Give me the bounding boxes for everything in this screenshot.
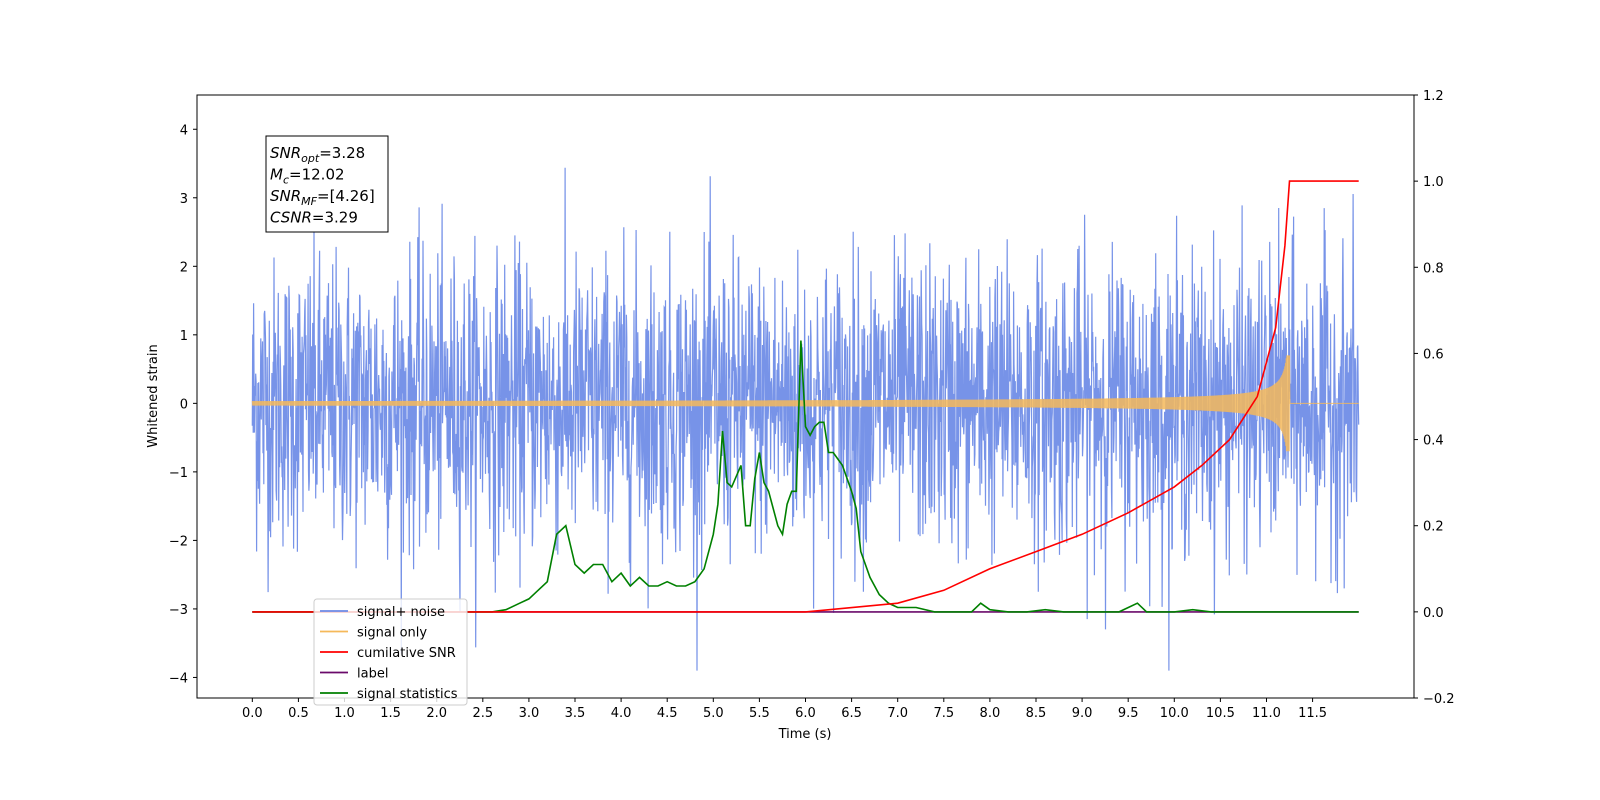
y2-axis: 1.2 1.0 0.8 0.6 0.4 0.2 0.0 −0.2	[1414, 89, 1455, 707]
y-tick-label: 3	[180, 192, 188, 207]
x-tick-label: 0.5	[288, 706, 309, 721]
x-tick-label: 5.0	[703, 706, 724, 721]
annotation-line: CSNR=3.29	[270, 209, 358, 227]
x-tick-label: 9.5	[1118, 706, 1139, 721]
y-tick-label: −3	[169, 603, 188, 618]
legend-entry: cumilative SNR	[357, 646, 456, 661]
x-tick-label: 6.5	[841, 706, 862, 721]
y2-tick-label: 0.0	[1423, 606, 1444, 621]
x-tick-label: 6.0	[795, 706, 816, 721]
y-tick-label: −4	[169, 671, 188, 686]
x-axis-label: Time (s)	[778, 727, 832, 742]
legend-entry: label	[357, 667, 388, 682]
annotation-value: =3.29	[312, 209, 358, 227]
y-tick-label: 4	[180, 123, 188, 138]
annotation-symbol: SNR	[270, 144, 301, 162]
legend-frame	[313, 598, 468, 706]
x-tick-label: 4.5	[657, 706, 678, 721]
annotation-symbol: CSNR	[270, 209, 312, 227]
x-tick-label: 2.5	[472, 706, 493, 721]
x-tick-label: 4.0	[611, 706, 632, 721]
x-tick-label: 10.5	[1206, 706, 1235, 721]
y-tick-label: −2	[169, 534, 188, 549]
x-tick-label: 8.0	[980, 706, 1001, 721]
annotation-subscript: opt	[301, 152, 320, 165]
x-axis: 0.0 0.5 1.0 1.5 2.0 2.5 3.0 3.5 4.0 4.5 5.0 5.5 6.0 6…	[242, 698, 1327, 721]
y2-tick-label: 1.2	[1423, 89, 1444, 104]
y-tick-label: 2	[180, 260, 188, 275]
y-axis-label: Whitened strain	[146, 344, 161, 447]
x-tick-label: 1.0	[334, 706, 355, 721]
annotation-value: =[4.26]	[317, 187, 375, 205]
annotation-line: SNRopt=3.28	[270, 144, 365, 165]
annotation-line: SNRMF=[4.26]	[270, 187, 375, 208]
plot-area	[251, 167, 1360, 671]
legend: signal+ noise signal only cumilative SNR la…	[313, 598, 468, 706]
y2-tick-label: 0.4	[1423, 434, 1444, 449]
x-tick-label: 0.0	[242, 706, 263, 721]
series-signal-statistics	[252, 340, 1359, 613]
legend-entry: signal+ noise	[357, 605, 445, 620]
x-tick-label: 10.0	[1160, 706, 1189, 721]
y-tick-label: 0	[180, 397, 188, 412]
annotation-value: =12.02	[289, 166, 345, 184]
annotation-symbol: SNR	[270, 187, 301, 205]
legend-entry: signal only	[357, 626, 427, 641]
y-tick-label: −1	[169, 466, 188, 481]
x-tick-label: 7.5	[933, 706, 954, 721]
x-tick-label: 7.0	[887, 706, 908, 721]
x-tick-label: 9.0	[1072, 706, 1093, 721]
annotation-subscript: MF	[301, 195, 317, 208]
annotation-line: Mc=12.02	[270, 166, 345, 187]
x-tick-label: 2.0	[426, 706, 447, 721]
x-tick-label: 11.0	[1252, 706, 1281, 721]
y-axis: 4 3 2 1 0 −1 −2 −3 −4	[169, 123, 197, 686]
x-tick-label: 8.5	[1026, 706, 1047, 721]
x-tick-label: 1.5	[380, 706, 401, 721]
annotation-frame	[265, 135, 389, 233]
annotation-value: =3.28	[319, 144, 365, 162]
y2-tick-label: 0.6	[1423, 347, 1444, 362]
y2-tick-label: 0.8	[1423, 261, 1444, 276]
y2-tick-label: −0.2	[1423, 692, 1455, 707]
series-cumulative-snr	[252, 180, 1359, 613]
x-tick-label: 3.0	[519, 706, 540, 721]
y-tick-label: 1	[180, 329, 188, 344]
annotation-symbol: M	[270, 166, 283, 184]
series-signal-only	[251, 355, 1359, 452]
y2-tick-label: 0.2	[1423, 520, 1444, 535]
legend-entry: signal statistics	[357, 687, 458, 702]
x-tick-label: 3.5	[565, 706, 586, 721]
annotation-subscript: c	[283, 174, 289, 187]
y2-tick-label: 1.0	[1423, 175, 1444, 190]
x-tick-label: 5.5	[749, 706, 770, 721]
x-tick-label: 11.5	[1298, 706, 1327, 721]
